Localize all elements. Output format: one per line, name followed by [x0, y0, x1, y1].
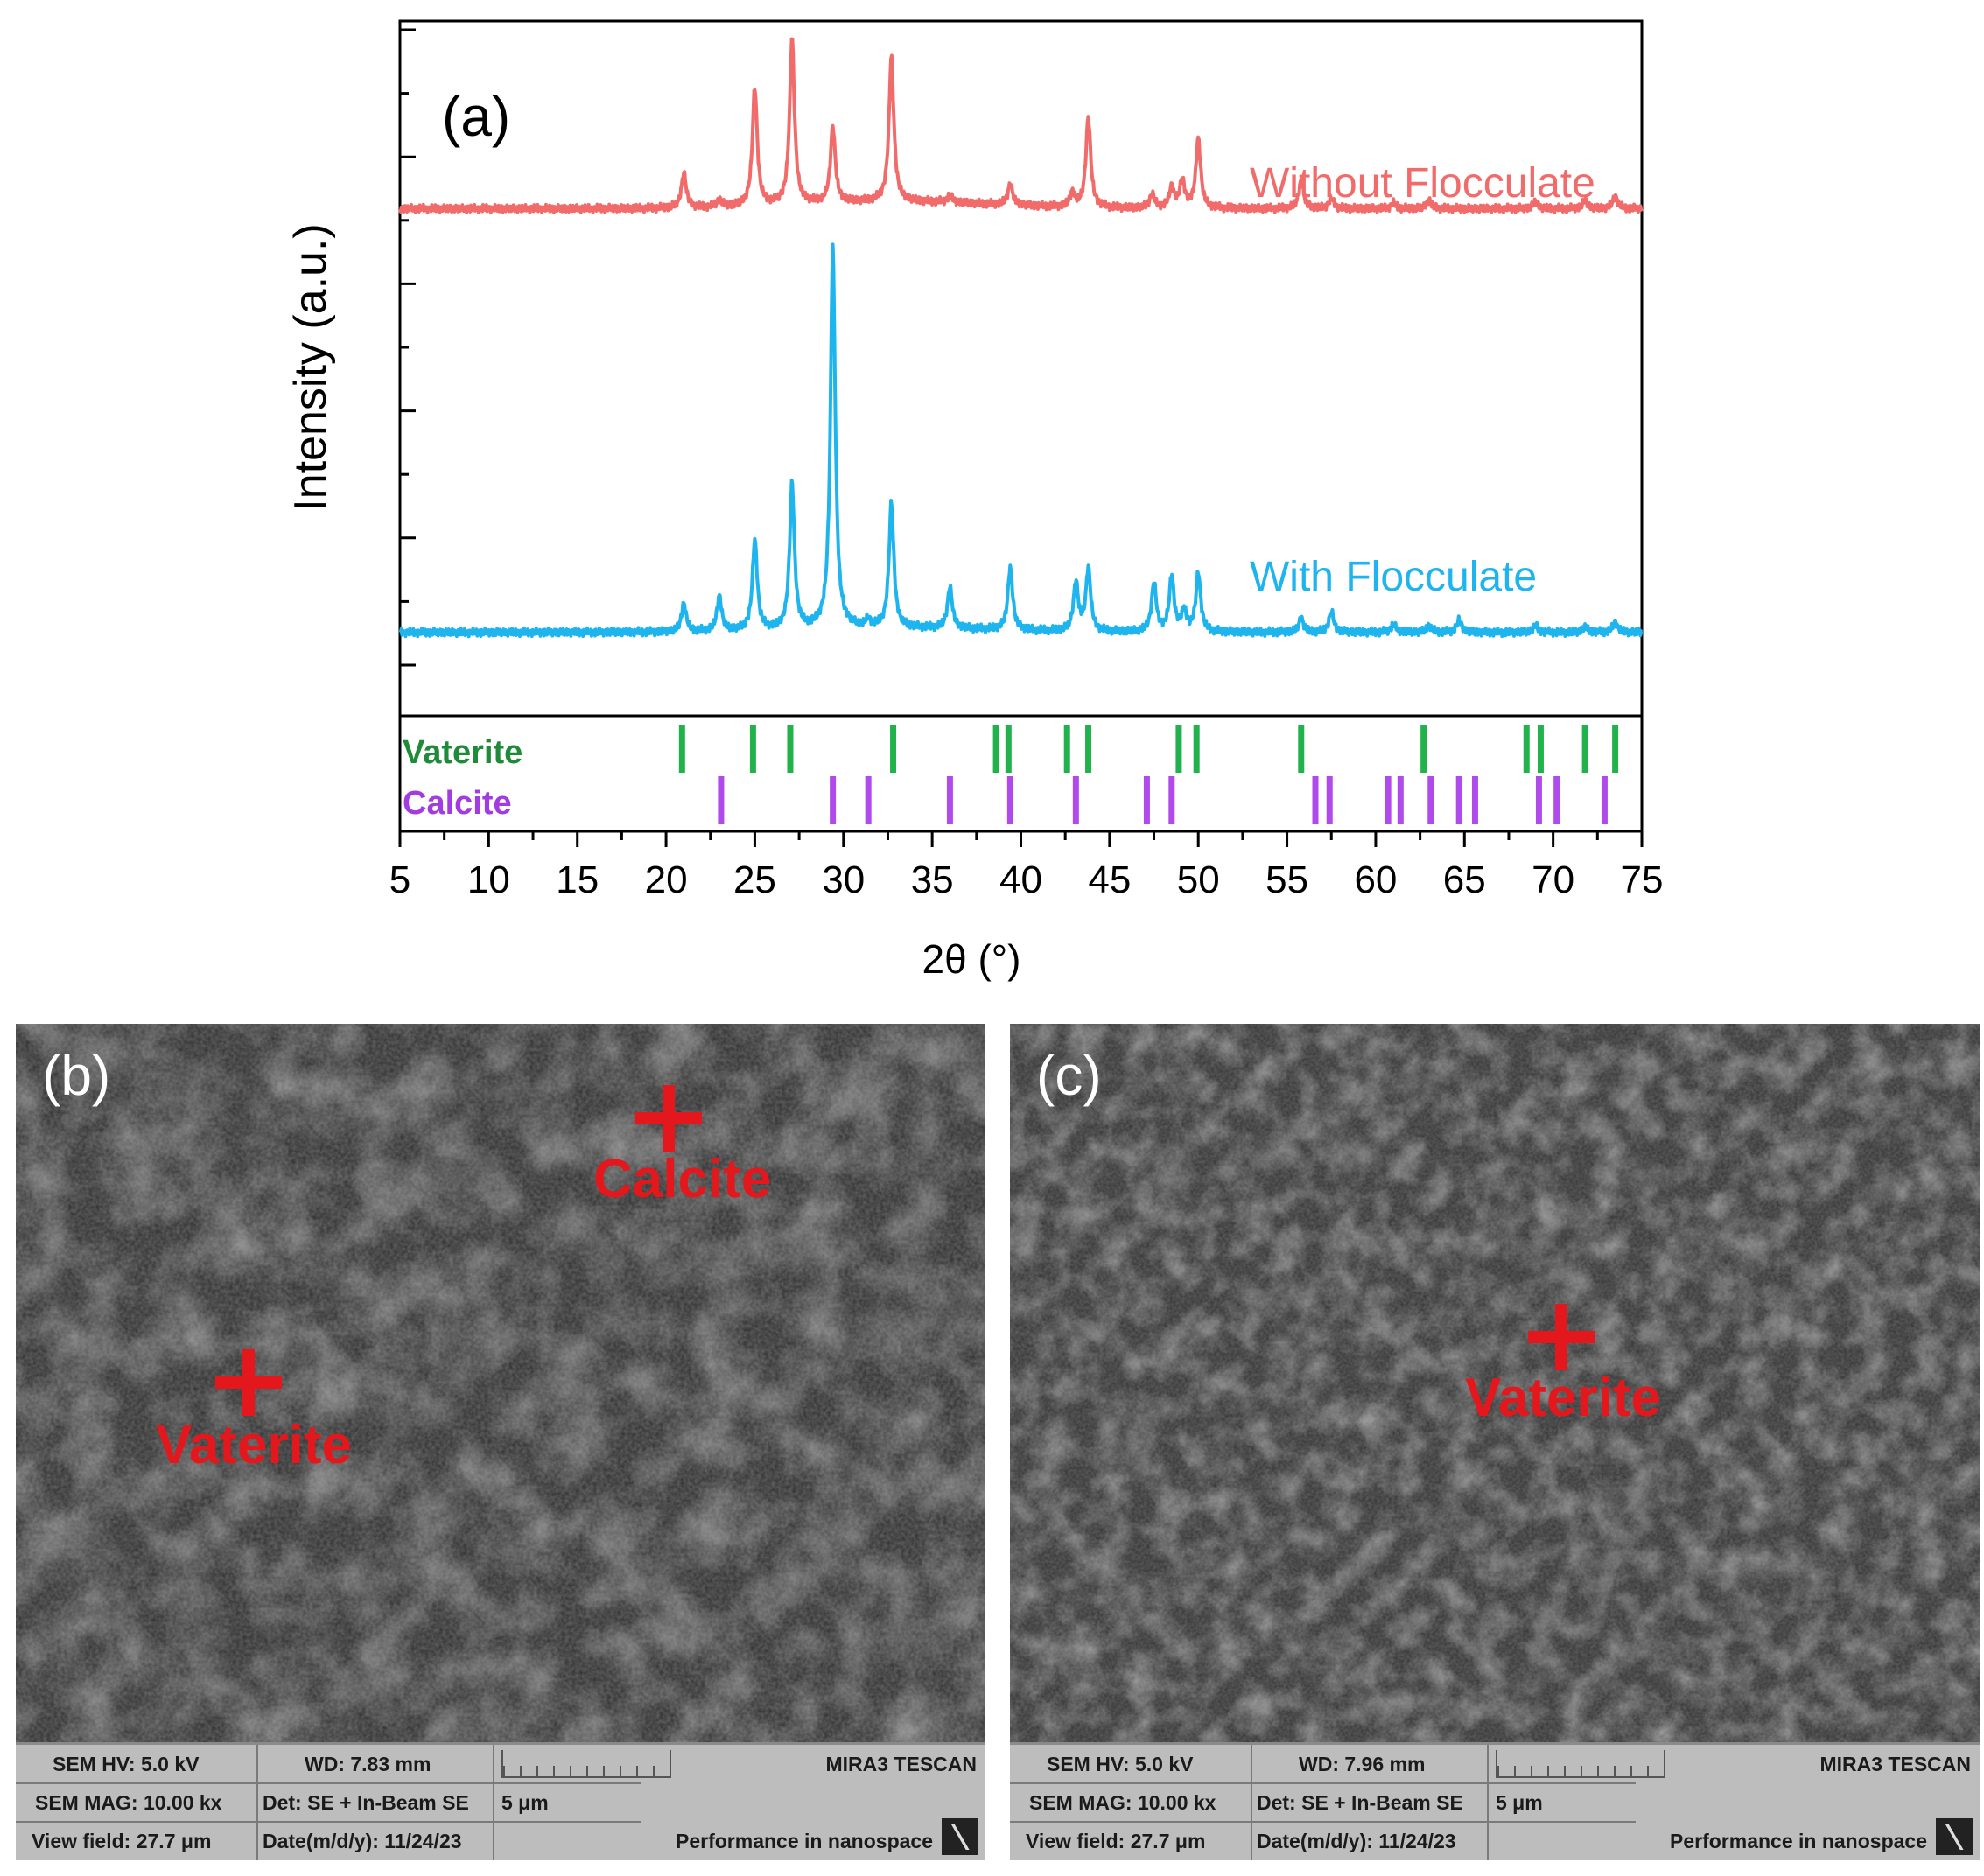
plot-border: [398, 19, 1644, 833]
plus-icon: [635, 1085, 702, 1152]
sem-view: View field: 27.7 μm: [1026, 1830, 1206, 1852]
plus-icon: [1528, 1304, 1595, 1370]
x-axis-label: 2θ (°): [922, 936, 1021, 982]
sem-brand: MIRA3 TESCAN: [1819, 1753, 1971, 1775]
ref-label-vaterite: Vaterite: [403, 734, 522, 771]
xrd-chart: 5 10 15 20 25 30 35 40 45 50 55 60 65 70 75 (a) Withou…: [285, 19, 1664, 982]
sem-wd: WD: 7.96 mm: [1299, 1753, 1426, 1775]
x-tick-label: 30: [822, 858, 865, 901]
ref-label-calcite: Calcite: [403, 785, 512, 822]
x-tick-label: 50: [1177, 858, 1220, 901]
x-tick-label: 35: [911, 858, 954, 901]
sem-texture-c: [1010, 1024, 1980, 1860]
legend-with-flocculate: With Flocculate: [1250, 554, 1537, 600]
x-tick-label: 60: [1354, 858, 1397, 901]
x-tick-label: 70: [1532, 858, 1574, 901]
reference-layer: [678, 724, 1619, 824]
plot-frame: [398, 19, 1644, 833]
sem-brand: MIRA3 TESCAN: [825, 1753, 977, 1775]
x-tick-label: 65: [1443, 858, 1486, 901]
plus-icon: [215, 1349, 282, 1416]
x-tick-label: 55: [1265, 858, 1308, 901]
sem-slogan: Performance in nanospace: [1670, 1830, 1927, 1852]
marker-label-vaterite: Vaterite: [156, 1415, 353, 1475]
sem-hv: SEM HV: 5.0 kV: [53, 1753, 200, 1775]
scale-bar: [1496, 1750, 1665, 1778]
sem-image-b: (b) Calcite Vaterite SEM HV: 5.0 kV WD: …: [16, 1024, 985, 1860]
y-axis-label: Intensity (a.u.): [285, 223, 336, 511]
panel-label-b: (b): [42, 1044, 111, 1107]
sem-det: Det: SE + In-Beam SE: [1257, 1791, 1463, 1814]
series-line-without-flocculate: [398, 37, 1644, 215]
panel-label-c: (c): [1036, 1044, 1102, 1107]
x-tick-label: 25: [733, 858, 776, 901]
sem-view: View field: 27.7 μm: [32, 1830, 212, 1852]
scale-bar: [501, 1750, 671, 1778]
sem-scale: 5 μm: [1496, 1791, 1543, 1814]
tescan-logo-icon: [942, 1818, 978, 1855]
sem-scale: 5 μm: [501, 1791, 549, 1814]
panel-label-a: (a): [442, 85, 510, 148]
x-tick-label: 75: [1621, 858, 1664, 901]
sem-date: Date(m/d/y): 11/24/23: [263, 1830, 462, 1852]
sem-info-bar-b: SEM HV: 5.0 kV WD: 7.83 mm MIRA3 TESCAN …: [16, 1742, 985, 1860]
marker-label-calcite: Calcite: [593, 1149, 772, 1209]
legend-without-flocculate: Without Flocculate: [1250, 160, 1595, 206]
x-tick-label: 15: [556, 858, 599, 901]
x-tick-label: 20: [645, 858, 688, 901]
marker-label-vaterite: Vaterite: [1465, 1368, 1662, 1428]
sem-date: Date(m/d/y): 11/24/23: [1257, 1830, 1456, 1852]
x-tick-label: 40: [999, 858, 1042, 901]
sem-mag: SEM MAG: 10.00 kx: [1029, 1791, 1216, 1814]
sem-mag: SEM MAG: 10.00 kx: [35, 1791, 222, 1814]
sem-hv: SEM HV: 5.0 kV: [1047, 1753, 1194, 1775]
x-tick-label: 45: [1088, 858, 1131, 901]
series-line-with-flocculate: [398, 242, 1644, 639]
x-tick-label: 10: [467, 858, 510, 901]
tescan-logo-icon: [1936, 1818, 1973, 1855]
series-layer: [398, 37, 1644, 639]
x-tick-label: 5: [389, 858, 410, 901]
ticks-layer: 5 10 15 20 25 30 35 40 45 50 55 60 65 70 75: [389, 831, 1664, 901]
sem-image-c: (c) Vaterite SEM HV: 5.0 kV WD: 7.96 mm …: [1010, 1024, 1980, 1860]
sem-wd: WD: 7.83 mm: [305, 1753, 431, 1775]
sem-info-bar-c: SEM HV: 5.0 kV WD: 7.96 mm MIRA3 TESCAN …: [1010, 1742, 1980, 1860]
sem-slogan: Performance in nanospace: [676, 1830, 933, 1852]
sem-texture-b: [16, 1024, 985, 1860]
sem-det: Det: SE + In-Beam SE: [263, 1791, 469, 1814]
